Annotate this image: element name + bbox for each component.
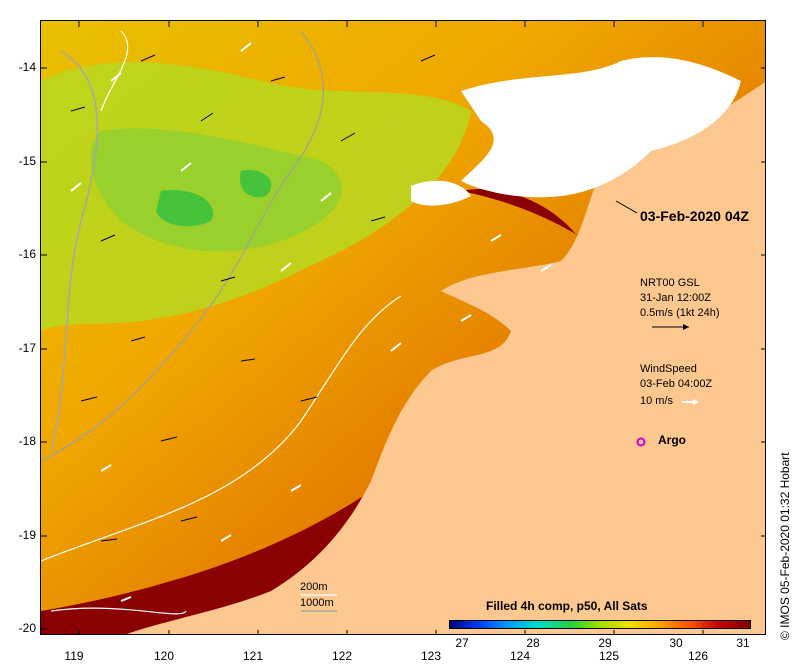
- date-label: 03-Feb-2020 04Z: [640, 208, 749, 224]
- lat-label: -18: [18, 434, 36, 448]
- colorbar-tick: 29: [598, 636, 612, 650]
- lat-label: -19: [18, 528, 36, 542]
- colorbar-title: Filled 4h comp, p50, All Sats: [486, 599, 648, 613]
- current-scale-arrow: [652, 324, 689, 330]
- wind-arrows: [70, 42, 552, 602]
- lat-label: -16: [18, 247, 36, 261]
- current-arrows: [70, 54, 436, 542]
- sst-map: [40, 20, 766, 635]
- date-pointer: [615, 200, 638, 214]
- colorbar-tick: 28: [526, 636, 540, 650]
- wind-title-label: WindSpeed: [640, 363, 697, 375]
- lon-label: 124: [509, 649, 531, 663]
- lat-label: -15: [18, 154, 36, 168]
- colorbar-tick: 30: [669, 636, 683, 650]
- wind-scale-arrow: [682, 399, 699, 405]
- isobath-1000: [50, 50, 99, 452]
- lon-label: 126: [687, 649, 709, 663]
- credit-text: © IMOS 05-Feb-2020 01:32 Hobart: [778, 452, 792, 640]
- lat-label: -17: [18, 341, 36, 355]
- cloud-cover: [461, 57, 741, 198]
- isobath-200-label: 200m: [300, 581, 328, 593]
- colorbar-tick: 31: [736, 636, 750, 650]
- argo-marker: [636, 437, 646, 447]
- isobath-200: [41, 30, 402, 615]
- lon-label: 120: [153, 649, 175, 663]
- wind-scale-label: 10 m/s: [640, 395, 674, 407]
- map-canvas: [41, 21, 765, 634]
- isobath-grey: [41, 30, 324, 462]
- current-scale-label: 0.5m/s (1kt 24h): [640, 307, 720, 319]
- lon-label: 119: [64, 649, 84, 663]
- cloud-cover-2: [411, 180, 471, 206]
- colorbar-tick: 27: [455, 636, 469, 650]
- lon-label: 121: [242, 649, 264, 663]
- lat-label: -14: [18, 60, 36, 74]
- lon-label: 123: [420, 649, 442, 663]
- cool-water-spots: [156, 170, 272, 227]
- map-ticks: [41, 21, 765, 634]
- sst-colorbar: [449, 620, 751, 629]
- lat-label: -20: [18, 621, 36, 635]
- current-source-label: NRT00 GSL: [640, 277, 700, 289]
- isobath-1000-label: 1000m: [300, 597, 334, 609]
- land-mass: [126, 82, 765, 634]
- wind-time-label: 03-Feb 04:00Z: [640, 378, 713, 390]
- current-time-label: 31-Jan 12:00Z: [640, 292, 711, 304]
- lon-label: 122: [331, 649, 353, 663]
- argo-label: Argo: [658, 433, 686, 447]
- lon-label: 125: [598, 649, 620, 663]
- cool-water-core: [90, 128, 342, 252]
